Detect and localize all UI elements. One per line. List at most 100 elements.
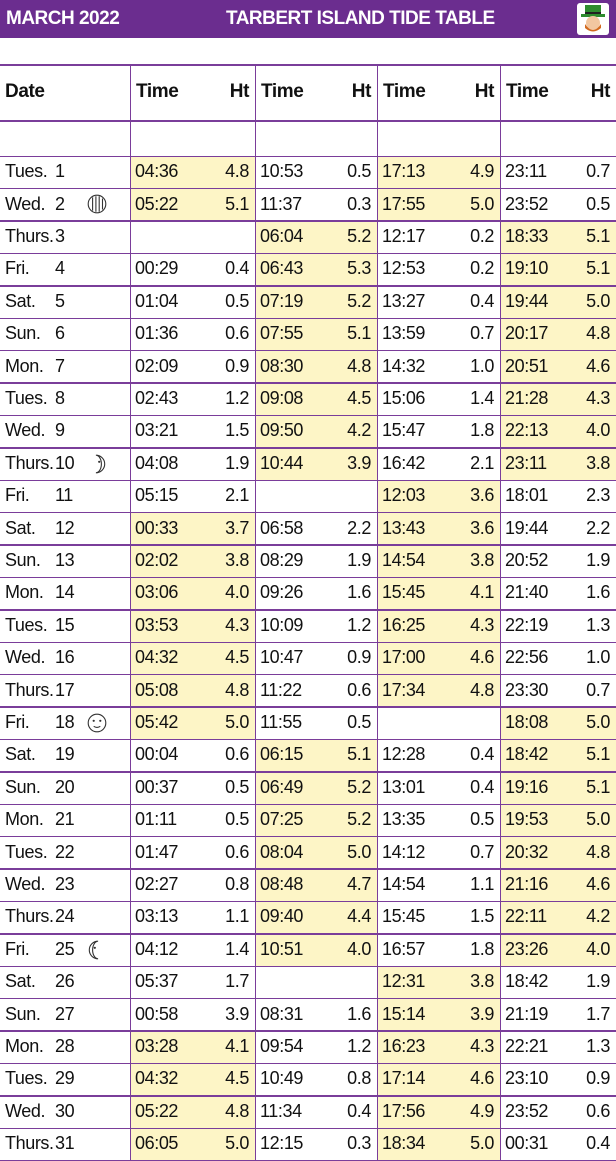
tide-time: 08:04 [260, 842, 303, 863]
date-cell: Thurs.17 [5, 680, 74, 701]
row-rule [0, 966, 616, 968]
tide-time: 04:32 [135, 647, 178, 668]
tide-height: 5.0 [347, 842, 371, 863]
date-cell: Mon.28 [5, 1036, 74, 1057]
date-cell: Sun.6 [5, 323, 65, 344]
date-cell: Mon.21 [5, 809, 74, 830]
tide-height: 3.9 [347, 453, 371, 474]
day-name: Thurs. [5, 680, 55, 701]
row-rule [0, 836, 616, 838]
tide-height: 1.7 [586, 1004, 610, 1025]
tide-time: 00:58 [135, 1004, 178, 1025]
tide-height: 0.6 [586, 1101, 610, 1122]
tide-time: 05:08 [135, 680, 178, 701]
day-name: Thurs. [5, 453, 55, 474]
tide-time: 05:22 [135, 194, 178, 215]
tide-time: 08:29 [260, 550, 303, 571]
tide-height: 0.3 [347, 194, 371, 215]
tide-time: 01:36 [135, 323, 178, 344]
row-rule [0, 156, 616, 158]
date-cell: Mon.7 [5, 356, 65, 377]
tide-height: 5.0 [586, 712, 610, 733]
day-name: Sun. [5, 1004, 55, 1025]
tide-height: 4.7 [347, 874, 371, 895]
tide-time: 13:01 [382, 777, 425, 798]
moon-phase-icon [86, 939, 108, 961]
tide-time: 23:30 [505, 680, 548, 701]
tide-height: 1.0 [586, 647, 610, 668]
tide-time: 06:15 [260, 744, 303, 765]
row-rule [0, 901, 616, 903]
date-cell: Fri.25 [5, 939, 74, 960]
day-number: 12 [55, 518, 74, 538]
date-cell: Tues.29 [5, 1068, 74, 1089]
day-name: Tues. [5, 161, 55, 182]
tide-height: 2.2 [586, 518, 610, 539]
moon-phase-icon [86, 712, 108, 734]
column-rule [255, 64, 257, 1160]
tide-time: 18:01 [505, 485, 548, 506]
row-rule [0, 415, 616, 417]
tide-time: 09:40 [260, 906, 303, 927]
tide-time: 19:44 [505, 291, 548, 312]
tide-time: 21:16 [505, 874, 548, 895]
column-rule [130, 64, 132, 1160]
tide-time: 14:12 [382, 842, 425, 863]
day-number: 9 [55, 420, 65, 440]
row-rule [0, 512, 616, 514]
tide-height: 0.3 [347, 1133, 371, 1154]
day-name: Wed. [5, 1101, 55, 1122]
tide-time: 03:06 [135, 582, 178, 603]
date-cell: Sat.12 [5, 518, 74, 539]
tide-time: 22:21 [505, 1036, 548, 1057]
row-rule [0, 706, 616, 708]
tide-time: 22:11 [505, 906, 547, 927]
day-number: 10 [55, 453, 74, 473]
tide-time: 15:06 [382, 388, 425, 409]
tide-height: 0.5 [586, 194, 610, 215]
tide-time: 15:45 [382, 906, 425, 927]
date-cell: Thurs.3 [5, 226, 65, 247]
day-name: Fri. [5, 939, 55, 960]
tide-time: 00:04 [135, 744, 178, 765]
tide-height: 5.1 [586, 258, 610, 279]
day-name: Tues. [5, 615, 55, 636]
tide-time: 05:15 [135, 485, 178, 506]
date-cell: Sat.26 [5, 971, 74, 992]
tide-time: 09:08 [260, 388, 303, 409]
tide-height: 4.1 [470, 582, 494, 603]
tide-time: 23:11 [505, 161, 547, 182]
tide-height: 4.0 [586, 939, 610, 960]
tide-time: 06:49 [260, 777, 303, 798]
tide-height: 4.6 [470, 1068, 494, 1089]
tide-time: 22:13 [505, 420, 548, 441]
tide-height: 4.8 [225, 1101, 249, 1122]
day-name: Thurs. [5, 1133, 55, 1154]
tide-height: 4.0 [225, 582, 249, 603]
tide-time: 23:11 [505, 453, 547, 474]
date-cell: Tues.8 [5, 388, 65, 409]
column-header: Ht [352, 81, 371, 103]
day-name: Fri. [5, 258, 55, 279]
tide-height: 0.5 [470, 809, 494, 830]
day-number: 6 [55, 323, 65, 343]
row-rule [0, 998, 616, 1000]
tide-time: 13:43 [382, 518, 425, 539]
tide-time: 20:32 [505, 842, 548, 863]
tide-height: 5.0 [586, 291, 610, 312]
tide-height: 4.8 [225, 680, 249, 701]
tide-height: 3.8 [586, 453, 610, 474]
day-number: 1 [55, 161, 65, 181]
tide-time: 06:58 [260, 518, 303, 539]
tide-height: 2.1 [470, 453, 494, 474]
tide-height: 4.3 [470, 1036, 494, 1057]
tide-height: 4.3 [586, 388, 610, 409]
tide-time: 20:51 [505, 356, 548, 377]
day-name: Thurs. [5, 906, 55, 927]
tide-time: 17:56 [382, 1101, 425, 1122]
tide-height: 1.2 [347, 615, 371, 636]
row-rule [0, 1030, 616, 1032]
day-number: 13 [55, 550, 74, 570]
tide-height: 2.3 [586, 485, 610, 506]
moon-phase-icon [86, 453, 108, 475]
